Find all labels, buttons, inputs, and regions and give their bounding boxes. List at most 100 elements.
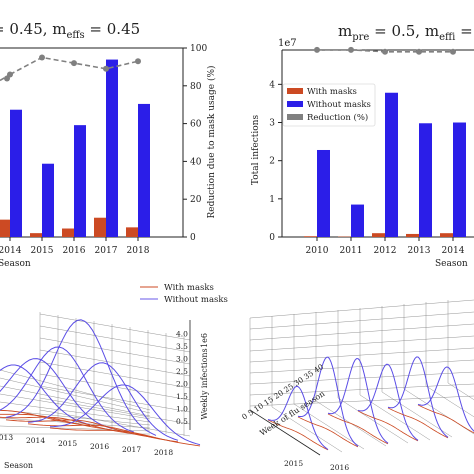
z-tick-label: 4.0 — [176, 330, 188, 339]
chart-title: mpre = 0.5, meffi = 0.3 — [338, 22, 474, 43]
x-tick-label: 2017 — [95, 246, 118, 256]
curve-with-masks — [0, 416, 135, 435]
bar-with-masks — [62, 228, 74, 237]
curve-without-masks — [27, 362, 179, 441]
legend-label: Without masks — [164, 295, 228, 305]
grid-line — [39, 409, 191, 437]
reduction-point — [450, 48, 456, 55]
chart-bottom-left: With masks Without masks 0.5 1.0 1.5 2.0 2.5… — [0, 283, 228, 470]
grid-line — [249, 347, 474, 363]
bar-with-masks — [126, 227, 138, 237]
legend-swatch-reduction — [287, 114, 303, 120]
chart-top-left: = 0.45, meffs = 0.45 2014201520162017201… — [0, 20, 217, 269]
bar-without-masks — [351, 204, 364, 237]
curve-with-masks — [0, 413, 113, 431]
reduction-point — [314, 46, 320, 53]
legend-label: With masks — [307, 87, 357, 97]
x-tick-label: 2014 — [0, 246, 22, 256]
grid-line — [39, 313, 191, 341]
x-tick-label: 2016 — [90, 442, 109, 451]
x-tick-label: 2016 — [63, 246, 86, 256]
wireframe-grid — [249, 299, 474, 456]
curve-with-masks — [417, 404, 474, 434]
reduction-point — [135, 58, 141, 65]
curve-with-masks — [49, 427, 201, 447]
z-tick-label: 1.0 — [176, 405, 188, 414]
z-tick-label: 3.5 — [176, 342, 188, 351]
bar-without-masks — [385, 92, 398, 237]
y-tick-label: 3 — [269, 119, 275, 129]
bar-with-masks — [30, 233, 42, 237]
x-tick-label: 2015 — [31, 246, 54, 256]
x-tick-label: 2014 — [442, 246, 465, 256]
z-tick-label: 2.5 — [176, 367, 188, 376]
grid-line — [249, 311, 474, 330]
bar-without-masks — [138, 103, 150, 237]
bar-with-masks — [94, 217, 106, 237]
x-tick-label: 2013 — [0, 433, 13, 442]
y2-tick-label: 80 — [190, 82, 202, 92]
reduction-point — [348, 46, 354, 53]
curve-with-masks — [27, 423, 179, 443]
y-tick-label: 0 — [269, 233, 275, 243]
curve-without-masks — [0, 358, 113, 429]
curve-without-masks — [5, 319, 157, 436]
reduction-point — [103, 65, 109, 72]
grid-line — [39, 349, 191, 377]
x-tick-label: 2013 — [408, 246, 431, 256]
bar-without-masks — [453, 122, 466, 237]
y2-tick-label: 0 — [190, 233, 196, 243]
legend-swatch-with-masks — [287, 88, 303, 94]
y-axis-line — [249, 409, 321, 456]
legend-label: Without masks — [307, 100, 371, 110]
bar-with-masks — [0, 219, 10, 237]
grid-line — [271, 406, 343, 453]
x-tick-label: 2018 — [127, 246, 150, 256]
curve-with-masks — [0, 409, 91, 427]
grid-line — [249, 323, 474, 341]
bar-with-masks — [304, 236, 317, 237]
curve-without-masks — [357, 363, 419, 441]
grid-line — [0, 409, 151, 426]
x-axis-label: Season — [0, 259, 31, 269]
y-tick-label: 2 — [269, 157, 275, 167]
z-tick-label: 3.0 — [176, 355, 188, 364]
x-axis-label: Season — [435, 259, 468, 269]
x-tick-label: 2016 — [330, 463, 349, 472]
grid-line — [425, 385, 474, 418]
curve-without-masks — [387, 356, 449, 438]
bar-without-masks — [419, 123, 432, 237]
y-tick-label: 4 — [269, 80, 275, 90]
bar-without-masks — [317, 149, 330, 237]
grid-line — [0, 401, 151, 423]
y-tick-label: 1 — [269, 195, 275, 205]
legend: With masks Without masks — [140, 283, 228, 305]
x-tick-label: 2014 — [26, 436, 45, 445]
grid-line — [249, 335, 474, 352]
grid-line — [337, 397, 409, 444]
reduction-point — [71, 60, 77, 67]
curve-without-masks — [327, 358, 389, 444]
curve-without-masks — [297, 356, 359, 447]
z-tick-label: 0.5 — [176, 417, 188, 426]
bar-with-masks — [372, 233, 385, 237]
reduction-point — [39, 54, 45, 61]
x-tick-label: 2018 — [154, 448, 173, 457]
grid-line — [447, 382, 474, 400]
bar-with-masks — [406, 233, 419, 237]
grid-line — [249, 371, 474, 385]
grid-line — [249, 299, 474, 319]
z-tick-label: 2.0 — [176, 380, 188, 389]
y2-tick-label: 60 — [190, 120, 202, 130]
z-axis-label: Weekly infections — [200, 348, 209, 419]
grid-line — [39, 361, 191, 389]
curve-without-masks — [267, 385, 329, 450]
grid-line — [293, 403, 365, 450]
curve-without-masks — [0, 364, 91, 426]
y-offset-label: 1e7 — [278, 38, 297, 49]
grid-line — [0, 393, 151, 420]
bar-without-masks — [106, 59, 118, 238]
bar-with-masks — [440, 233, 453, 237]
curve-with-masks — [297, 416, 359, 448]
